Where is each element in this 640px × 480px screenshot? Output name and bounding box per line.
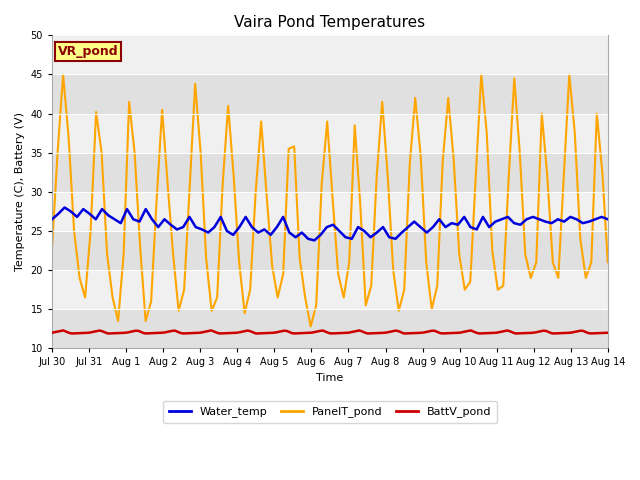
Bar (52, 192, 608, 231)
Bar (52, 114, 608, 153)
X-axis label: Time: Time (316, 373, 344, 383)
Text: VR_pond: VR_pond (58, 45, 118, 58)
Bar (52, 153, 608, 192)
Y-axis label: Temperature (C), Battery (V): Temperature (C), Battery (V) (15, 112, 25, 271)
Bar (52, 270, 608, 309)
Legend: Water_temp, PanelT_pond, BattV_pond: Water_temp, PanelT_pond, BattV_pond (163, 401, 497, 423)
Title: Vaira Pond Temperatures: Vaira Pond Temperatures (234, 15, 426, 30)
Bar (52, 231, 608, 270)
Bar (52, 36, 608, 74)
Bar (52, 74, 608, 114)
Bar (52, 309, 608, 348)
